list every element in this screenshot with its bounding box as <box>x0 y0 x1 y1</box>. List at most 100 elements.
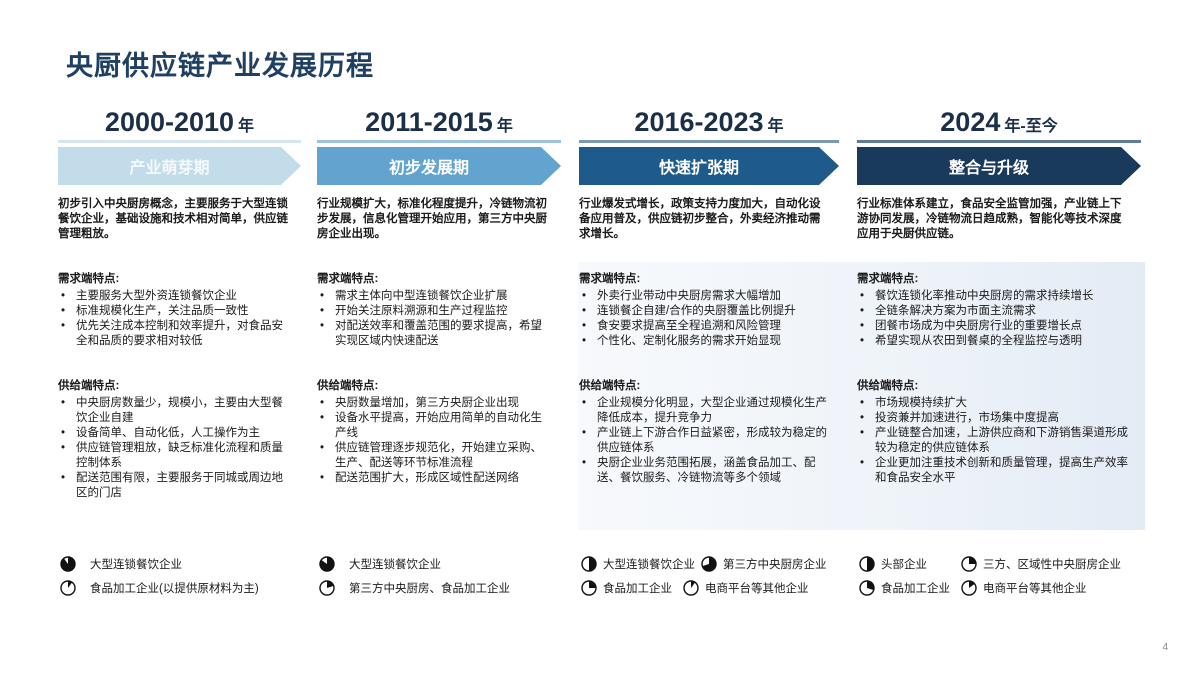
demand-section: 需求端特点: 外卖行业带动中央厨房需求大幅增加连锁餐企自建/合作的央厨覆盖比例提升… <box>579 272 839 349</box>
legend-label: 大型连锁餐饮企业 <box>603 559 695 571</box>
legend-label: 电商平台等其他企业 <box>983 583 1087 595</box>
divider <box>58 140 301 143</box>
period-years: 2024 年-至今 <box>857 104 1141 140</box>
demand-section: 需求端特点: 餐饮连锁化率推动中央厨房的需求持续增长全链条解决方案为市面主流需求团… <box>857 272 1141 349</box>
period-years: 2011-2015 年 <box>317 104 561 140</box>
bullet-item: 配送范围扩大，形成区域性配送网络 <box>317 471 561 486</box>
legend-item: 大型连锁餐饮企业 <box>581 556 695 572</box>
bullet-item: 连锁餐企自建/合作的央厨覆盖比例提升 <box>579 304 839 319</box>
stage-label: 初步发展期 <box>388 160 469 177</box>
legend-item: 食品加工企业 <box>581 580 677 596</box>
demand-title: 需求端特点: <box>579 273 641 285</box>
period-column: 2016-2023 年 快速扩张期 行业爆发式增长，政策支持力度加大，自动化设备应… <box>579 104 839 486</box>
bullet-item: 设备水平提高，开始应用简单的自动化生产线 <box>317 411 561 441</box>
page-number: 4 <box>1162 642 1168 653</box>
stage-arrow: 整合与升级 <box>857 147 1141 185</box>
harvey-ball-icon <box>319 556 335 572</box>
bullet-item: 开始关注原料溯源和生产过程监控 <box>317 304 561 319</box>
stage-label: 整合与升级 <box>948 160 1029 177</box>
bullet-item: 全链条解决方案为市面主流需求 <box>857 304 1141 319</box>
bullet-item: 企业更加注重技术创新和质量管理，提高生产效率和食品安全水平 <box>857 456 1141 486</box>
stage-label: 快速扩张期 <box>658 160 739 177</box>
demand-title: 需求端特点: <box>317 273 379 285</box>
legend-label: 大型连锁餐饮企业 <box>90 559 182 571</box>
legend-item: 第三方中央厨房、食品加工企业 <box>319 580 510 596</box>
demand-section: 需求端特点: 主要服务大型外资连锁餐饮企业标准规模化生产，关注品质一致性优先关注成… <box>58 272 301 349</box>
bullet-item: 企业规模分化明显，大型企业通过规模化生产降低成本，提升竞争力 <box>579 396 839 426</box>
harvey-ball-icon <box>683 580 699 596</box>
legend-item: 三方、区域性中央厨房企业 <box>961 556 1121 572</box>
bullet-item: 外卖行业带动中央厨房需求大幅增加 <box>579 289 839 304</box>
demand-section: 需求端特点: 需求主体向中型连锁餐饮企业扩展开始关注原料溯源和生产过程监控对配送效… <box>317 272 561 349</box>
legend-label: 食品加工企业 <box>881 583 950 595</box>
legend-item: 大型连锁餐饮企业 <box>319 556 441 572</box>
divider <box>579 140 839 143</box>
period-years: 2000-2010 年 <box>58 104 301 140</box>
period-years: 2016-2023 年 <box>579 104 839 140</box>
legend-item: 食品加工企业(以提供原材料为主) <box>60 580 259 596</box>
harvey-ball-icon <box>319 580 335 596</box>
legend-item: 电商平台等其他企业 <box>961 580 1087 596</box>
legend-item: 第三方中央厨房企业 <box>701 556 827 572</box>
bullet-item: 需求主体向中型连锁餐饮企业扩展 <box>317 289 561 304</box>
harvey-ball-icon <box>60 580 76 596</box>
market-share-legend: 大型连锁餐饮企业食品加工企业(以提供原材料为主) <box>60 552 265 600</box>
bullet-item: 产业链整合加速，上游供应商和下游销售渠道形成较为稳定的供应链体系 <box>857 426 1141 456</box>
period-summary: 行业爆发式增长，政策支持力度加大，自动化设备应用普及，供应链初步整合，外卖经济推… <box>579 198 821 240</box>
bullet-item: 设备简单、自动化低，人工操作为主 <box>58 426 301 441</box>
bullet-item: 标准规模化生产，关注品质一致性 <box>58 304 301 319</box>
period-summary: 行业标准体系建立，食品安全监管加强，产业链上下游协同发展，冷链物流日趋成熟，智能… <box>857 198 1122 240</box>
harvey-ball-icon <box>961 556 977 572</box>
years-suffix: 年 <box>767 118 784 135</box>
market-share-legend: 头部企业 三方、区域性中央厨房企业 食品加工企业 电商平台等其他企业 <box>859 552 1127 600</box>
bullet-item: 市场规模持续扩大 <box>857 396 1141 411</box>
market-share-legend: 大型连锁餐饮企业 第三方中央厨房企业食品加工企业 电商平台等其他企业 <box>581 552 833 600</box>
years-suffix: 年-至今 <box>1004 118 1058 135</box>
supply-section: 供给端特点: 央厨数量增加，第三方央厨企业出现设备水平提高，开始应用简单的自动化生… <box>317 379 561 486</box>
supply-title: 供给端特点: <box>317 380 379 392</box>
years-text: 2000-2010 <box>104 107 235 137</box>
stage-arrow: 初步发展期 <box>317 147 561 185</box>
bullet-item: 优先关注成本控制和效率提升，对食品安全和品质的要求相对较低 <box>58 319 301 349</box>
divider <box>317 140 561 143</box>
legend-label: 电商平台等其他企业 <box>705 583 809 595</box>
period-summary: 初步引入中央厨房概念，主要服务于大型连锁餐饮企业，基础设施和技术相对简单，供应链… <box>58 198 288 240</box>
bullet-item: 团餐市场成为中央厨房行业的重要增长点 <box>857 319 1141 334</box>
bullet-item: 希望实现从农田到餐桌的全程监控与透明 <box>857 334 1141 349</box>
bullet-item: 供应链管理粗放，缺乏标准化流程和质量控制体系 <box>58 441 301 471</box>
supply-title: 供给端特点: <box>58 380 120 392</box>
bullet-item: 产业链上下游合作日益紧密，形成较为稳定的供应链体系 <box>579 426 839 456</box>
bullet-item: 餐饮连锁化率推动中央厨房的需求持续增长 <box>857 289 1141 304</box>
period-column: 2011-2015 年 初步发展期 行业规模扩大，标准化程度提升，冷链物流初步发展… <box>317 104 561 486</box>
supply-title: 供给端特点: <box>857 380 919 392</box>
bullet-item: 主要服务大型外资连锁餐饮企业 <box>58 289 301 304</box>
bullet-item: 央厨企业业务范围拓展，涵盖食品加工、配送、餐饮服务、冷链物流等多个领域 <box>579 456 839 486</box>
harvey-ball-icon <box>859 556 875 572</box>
harvey-ball-icon <box>961 580 977 596</box>
bullet-item: 中央厨房数量少，规模小，主要由大型餐饮企业自建 <box>58 396 301 426</box>
legend-item: 食品加工企业 <box>859 580 955 596</box>
legend-label: 大型连锁餐饮企业 <box>349 559 441 571</box>
legend-label: 第三方中央厨房、食品加工企业 <box>349 583 510 595</box>
harvey-ball-icon <box>581 580 597 596</box>
divider <box>857 140 1141 143</box>
supply-title: 供给端特点: <box>579 380 641 392</box>
legend-label: 头部企业 <box>881 559 927 571</box>
demand-title: 需求端特点: <box>58 273 120 285</box>
years-suffix: 年 <box>496 118 513 135</box>
page-title: 央厨供应链产业发展历程 <box>66 51 374 81</box>
years-text: 2011-2015 <box>365 107 493 137</box>
bullet-item: 食安要求提高至全程追溯和风险管理 <box>579 319 839 334</box>
years-suffix: 年 <box>238 118 255 135</box>
harvey-ball-icon <box>859 580 875 596</box>
bullet-item: 个性化、定制化服务的需求开始显现 <box>579 334 839 349</box>
period-column: 2000-2010 年 产业萌芽期 初步引入中央厨房概念，主要服务于大型连锁餐饮企… <box>58 104 301 501</box>
supply-section: 供给端特点: 市场规模持续扩大投资兼并加速进行，市场集中度提高产业链整合加速，上游… <box>857 379 1141 486</box>
supply-section: 供给端特点: 企业规模分化明显，大型企业通过规模化生产降低成本，提升竞争力产业链上… <box>579 379 839 486</box>
bullet-item: 对配送效率和覆盖范围的要求提高，希望实现区域内快速配送 <box>317 319 561 349</box>
harvey-ball-icon <box>701 556 717 572</box>
legend-item: 头部企业 <box>859 556 955 572</box>
bullet-item: 投资兼并加速进行，市场集中度提高 <box>857 411 1141 426</box>
demand-title: 需求端特点: <box>857 273 919 285</box>
legend-label: 食品加工企业(以提供原材料为主) <box>90 583 259 595</box>
